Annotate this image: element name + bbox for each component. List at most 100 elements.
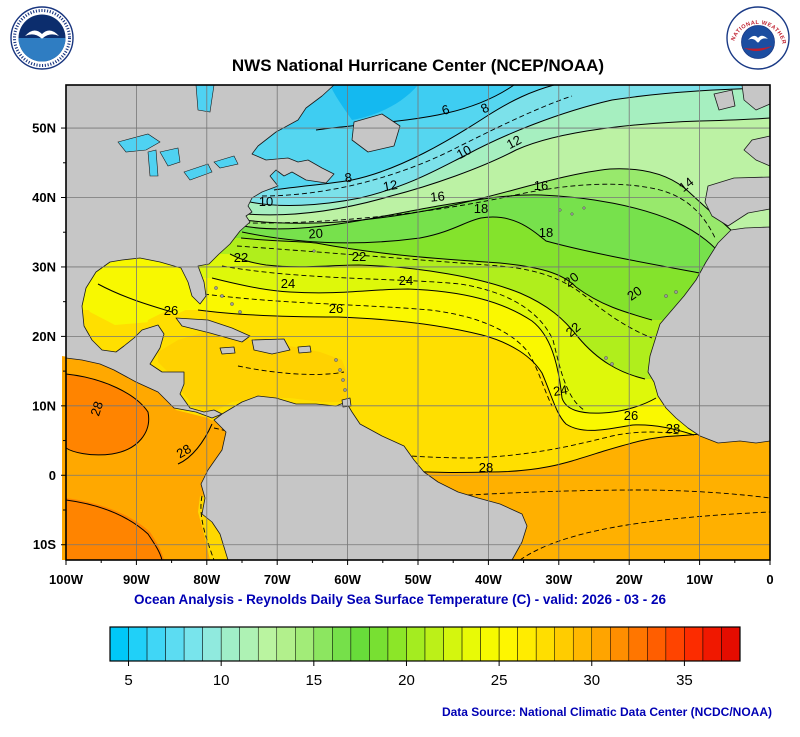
nws-logo-svg: NATIONAL WEATHER SERVICE bbox=[724, 2, 790, 70]
dashed-contour-23 bbox=[221, 265, 585, 411]
x-axis-label: 50W bbox=[405, 572, 432, 587]
colorbar-cell bbox=[369, 626, 389, 662]
x-axis-label: 10W bbox=[686, 572, 713, 587]
contour-label: 22 bbox=[234, 250, 248, 265]
colorbar-cell bbox=[702, 626, 722, 662]
antilles-speck bbox=[341, 378, 345, 382]
noaa-logo-ring-text bbox=[13, 9, 71, 67]
ireland-landmass bbox=[713, 89, 736, 111]
axis-ticks bbox=[61, 127, 771, 565]
contour-label: 20 bbox=[624, 283, 644, 304]
x-axis-label: 40W bbox=[475, 572, 502, 587]
contour-label: 26 bbox=[329, 301, 343, 316]
x-axis-label: 0 bbox=[766, 572, 773, 587]
colorbar-cell bbox=[535, 626, 555, 662]
contour-label: 24 bbox=[281, 276, 295, 291]
map-caption: Ocean Analysis - Reynolds Daily Sea Surf… bbox=[134, 592, 666, 607]
colorbar-tick-label: 5 bbox=[124, 672, 132, 689]
x-axis-label: 60W bbox=[334, 572, 361, 587]
colorbar-frame bbox=[109, 626, 741, 662]
x-axis-label: 20W bbox=[616, 572, 643, 587]
colorbar-tick-label: 30 bbox=[583, 672, 600, 689]
lake-huron bbox=[159, 147, 181, 167]
lake-michigan bbox=[147, 149, 159, 177]
colorbar-cell bbox=[220, 626, 240, 662]
isotherm-12 bbox=[245, 117, 771, 216]
colorbar-cell bbox=[183, 626, 203, 662]
island-specks bbox=[214, 206, 678, 392]
lakes bbox=[117, 84, 239, 181]
isotherm-16 bbox=[242, 194, 725, 260]
contour-label: 24 bbox=[552, 382, 568, 399]
isotherm-18 bbox=[241, 216, 701, 274]
x-axis-label: 80W bbox=[193, 572, 220, 587]
antilles-speck bbox=[343, 388, 347, 392]
colorbar-cell bbox=[591, 626, 611, 662]
data-source-note: Data Source: National Climatic Data Cent… bbox=[441, 705, 772, 719]
isotherm-10 bbox=[249, 87, 771, 206]
sst-coldest-patch bbox=[330, 85, 418, 120]
contour-label: 28 bbox=[87, 399, 106, 417]
contour-label: 6 bbox=[440, 101, 452, 118]
contour-label: 8 bbox=[344, 170, 353, 186]
antilles-speck bbox=[338, 368, 342, 372]
grid-lines bbox=[66, 85, 770, 560]
colorbar-cell bbox=[239, 626, 259, 662]
iberia-landmass bbox=[704, 176, 771, 227]
colorbar-cell bbox=[628, 626, 648, 662]
colorbar-cell bbox=[332, 626, 352, 662]
bahamas-speck bbox=[230, 302, 234, 306]
lake-superior bbox=[117, 133, 161, 153]
noaa-logo-svg bbox=[10, 6, 74, 70]
colorbar-tick-label: 15 bbox=[305, 672, 322, 689]
azores-speck bbox=[570, 212, 574, 216]
colorbar-cell bbox=[128, 626, 148, 662]
contour-label: 16 bbox=[430, 188, 446, 204]
colorbar-cell bbox=[665, 626, 685, 662]
colorbar-cell bbox=[610, 626, 630, 662]
isotherm-28-pacific-south bbox=[65, 499, 163, 561]
colorbar-cell bbox=[647, 626, 667, 662]
gulf-of-mexico-water bbox=[76, 252, 200, 325]
y-axis-label: 10S bbox=[33, 537, 56, 552]
dashed-contour-south-atlantic bbox=[519, 511, 771, 561]
bermuda-speck bbox=[312, 249, 316, 253]
bahamas-speck bbox=[220, 294, 224, 298]
colorbar-tick-label: 35 bbox=[676, 672, 693, 689]
colorbar-tick-label: 20 bbox=[398, 672, 415, 689]
y-axis-labels: 50N 40N 30N 20N 10N 0 10S bbox=[32, 121, 56, 553]
contour-label: 20 bbox=[308, 226, 323, 242]
colorbar-cell bbox=[202, 626, 222, 662]
colorbar-cell bbox=[554, 626, 574, 662]
y-axis-label: 30N bbox=[32, 259, 56, 274]
colorbar-cell bbox=[295, 626, 315, 662]
bahamas-speck bbox=[214, 286, 218, 290]
contour-label: 16 bbox=[534, 178, 548, 193]
cape-verde-speck bbox=[610, 362, 614, 366]
canary-speck bbox=[674, 290, 678, 294]
dashed-contour-15 bbox=[244, 183, 717, 241]
dashed-contour-equatorial bbox=[419, 489, 771, 499]
jamaica-island bbox=[219, 346, 236, 355]
y-axis-label: 10N bbox=[32, 398, 56, 413]
contour-label: 26 bbox=[164, 303, 178, 318]
newfoundland-island bbox=[351, 113, 401, 153]
contour-label: 26 bbox=[624, 408, 638, 423]
contour-label: 12 bbox=[382, 177, 399, 194]
south-america-landmass bbox=[200, 395, 528, 561]
hispaniola-island bbox=[251, 338, 291, 355]
colorbar-cell bbox=[517, 626, 537, 662]
dashed-contour-25 bbox=[203, 293, 553, 407]
lake-erie bbox=[183, 163, 213, 181]
dashed-contour-caribbean bbox=[237, 365, 345, 375]
isotherm-6 bbox=[315, 84, 515, 131]
contour-label: 10 bbox=[259, 194, 273, 209]
contour-label: 12 bbox=[504, 132, 524, 152]
africa-landmass bbox=[647, 226, 771, 444]
contour-label: 24 bbox=[399, 273, 413, 288]
colorbar-cell bbox=[684, 626, 704, 662]
colorbar-cell bbox=[109, 626, 129, 662]
colorbar-cell bbox=[461, 626, 481, 662]
dashed-contour-peru bbox=[200, 495, 215, 561]
